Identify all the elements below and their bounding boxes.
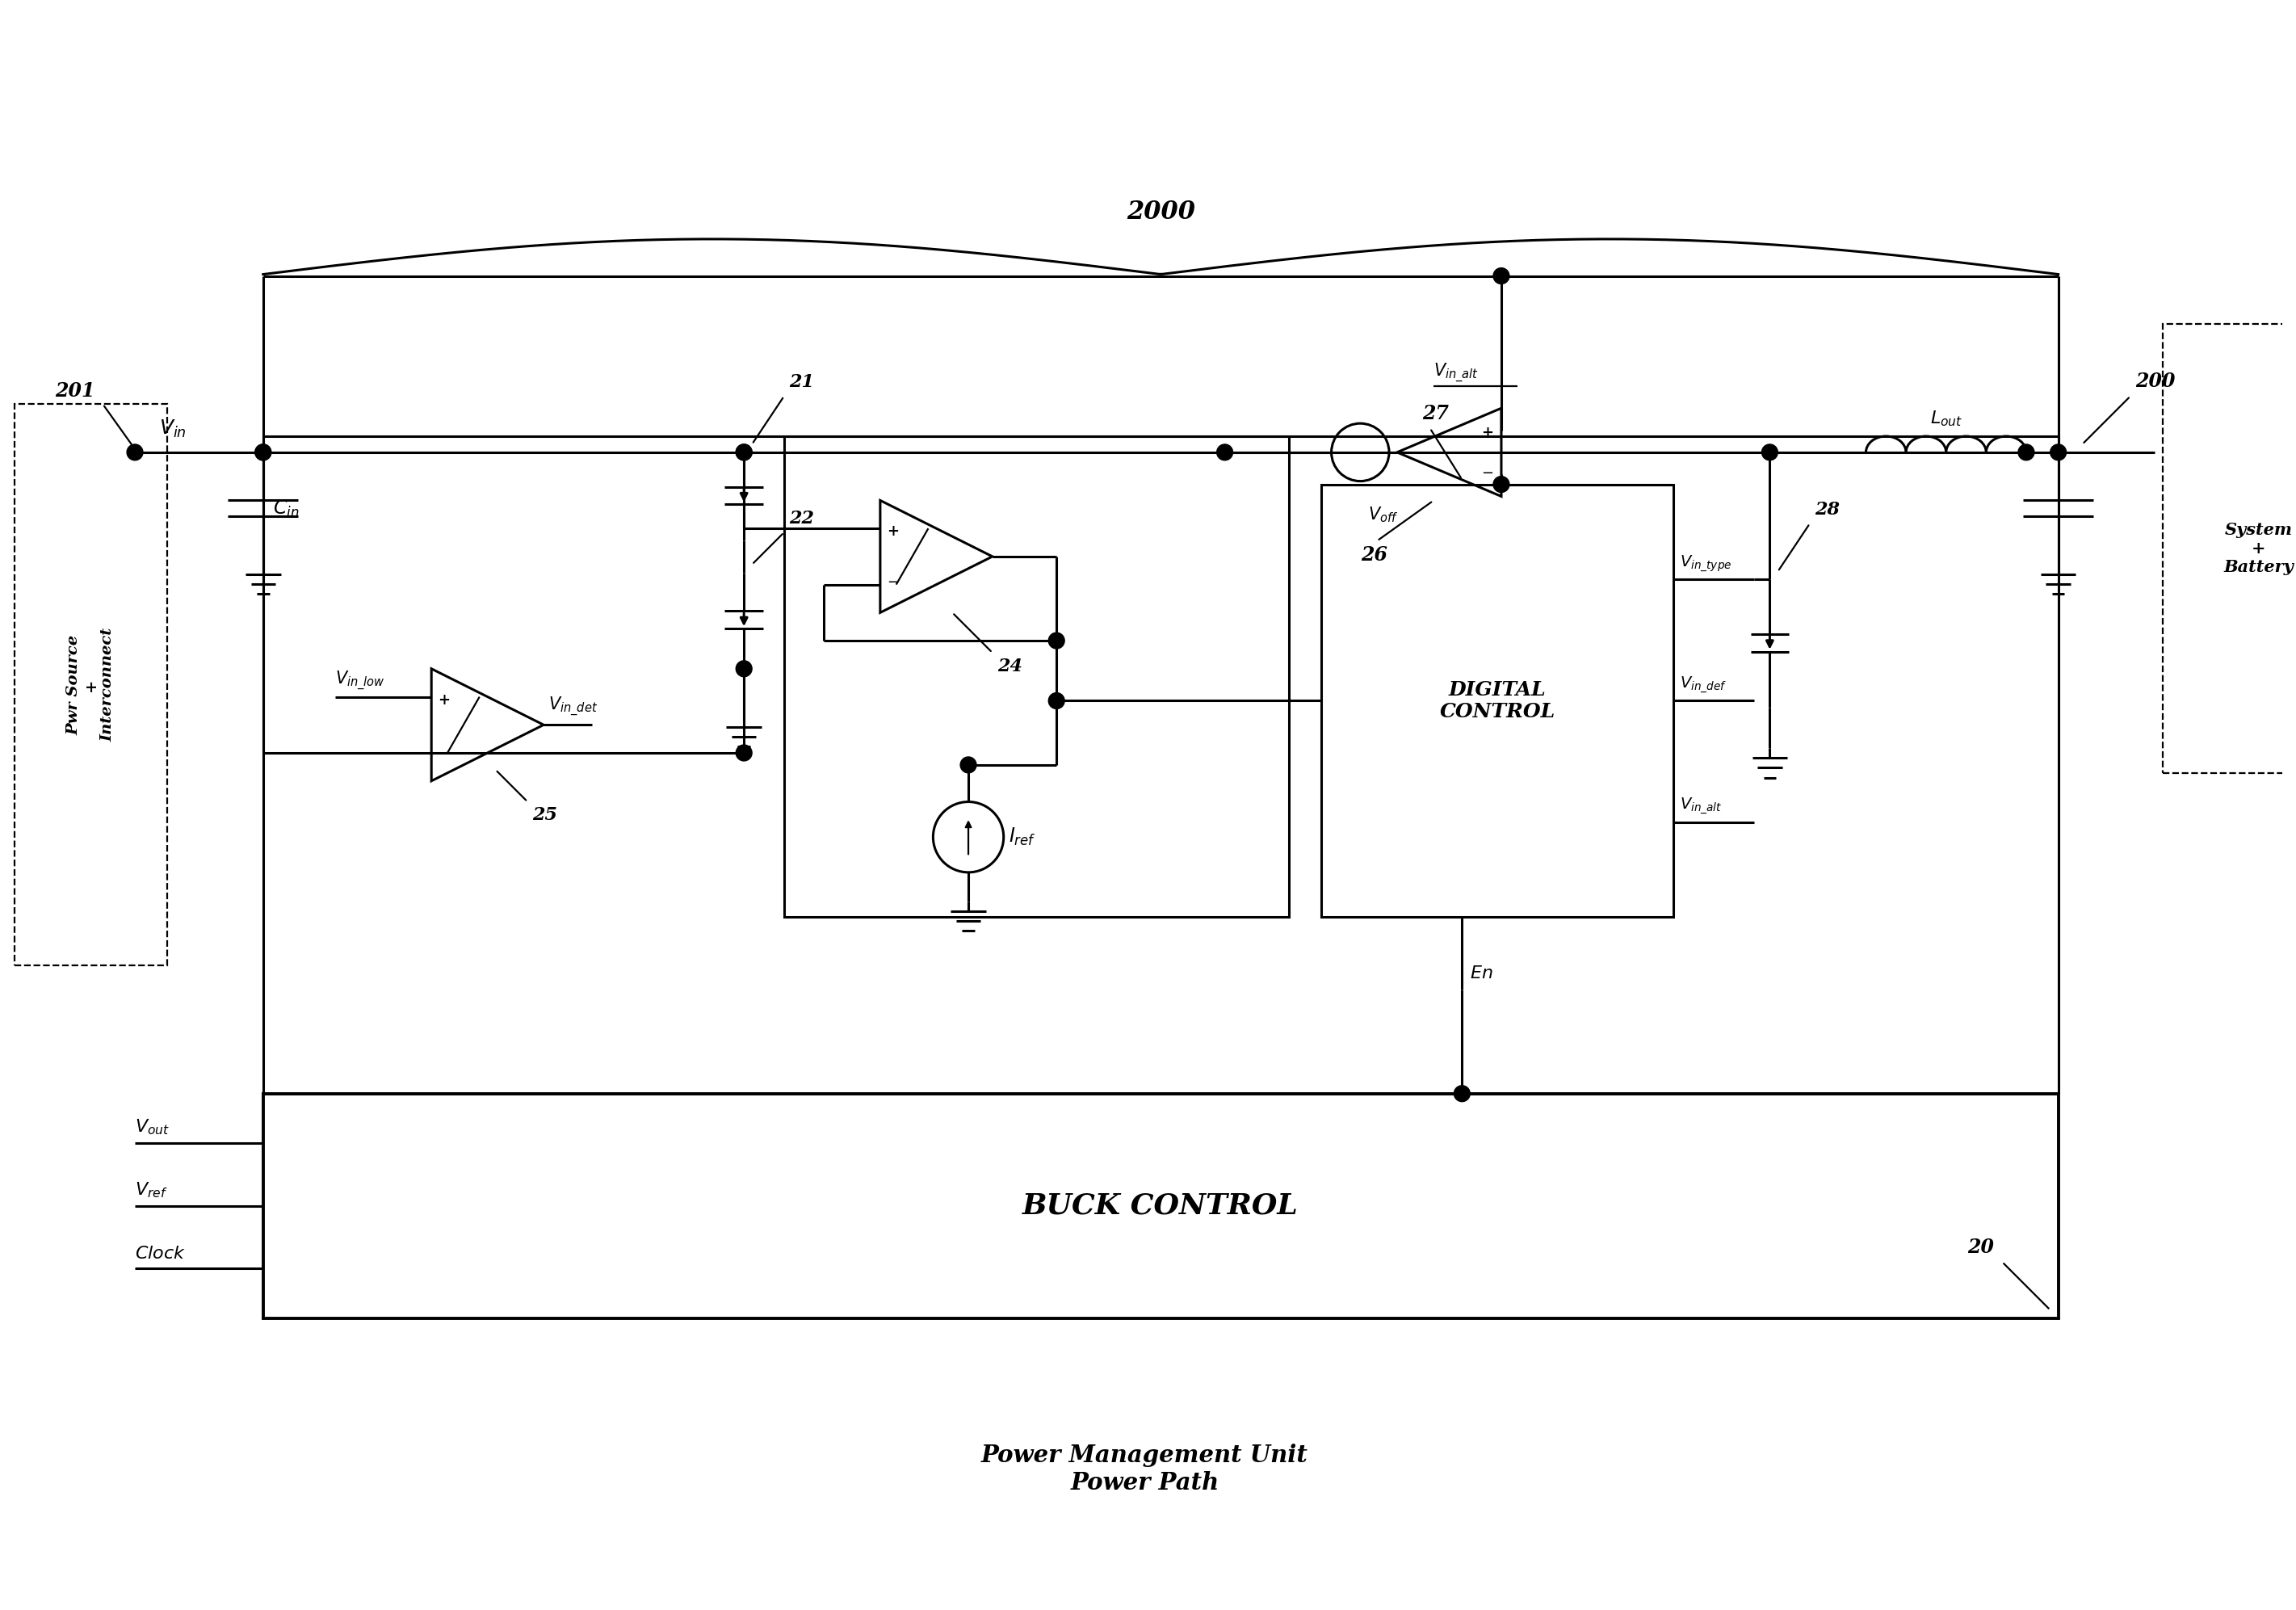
Text: 2000: 2000	[1127, 200, 1194, 225]
Text: $L_{out}$: $L_{out}$	[1929, 409, 1963, 428]
Circle shape	[1492, 477, 1508, 493]
Text: $V_{in\_alt}$: $V_{in\_alt}$	[1681, 795, 1722, 816]
Text: 27: 27	[1421, 404, 1449, 423]
Text: $En$: $En$	[1469, 964, 1492, 982]
Text: 26: 26	[1362, 546, 1387, 565]
Text: $V_{in\_low}$: $V_{in\_low}$	[335, 668, 386, 692]
Circle shape	[1761, 444, 1777, 460]
Text: BUCK CONTROL: BUCK CONTROL	[1022, 1191, 1300, 1219]
Text: +: +	[439, 692, 450, 707]
Circle shape	[255, 444, 271, 460]
Text: 22: 22	[790, 510, 813, 528]
Circle shape	[2050, 444, 2066, 460]
Circle shape	[255, 444, 271, 460]
Text: $V_{in\_alt}$: $V_{in\_alt}$	[1433, 361, 1479, 385]
Text: DIGITAL
CONTROL: DIGITAL CONTROL	[1440, 679, 1554, 721]
Text: $V_{ref}$: $V_{ref}$	[135, 1180, 168, 1199]
Text: Pwr Source
+
Interconnect: Pwr Source + Interconnect	[67, 628, 115, 742]
Text: +: +	[886, 525, 898, 539]
Text: 28: 28	[1814, 501, 1839, 518]
Circle shape	[126, 444, 142, 460]
Circle shape	[1492, 267, 1508, 283]
Text: $V_{out}$: $V_{out}$	[135, 1117, 170, 1137]
Text: $V_{in\_det}$: $V_{in\_det}$	[549, 696, 597, 718]
Text: $V_{in}$: $V_{in}$	[158, 419, 186, 440]
Text: 200: 200	[2135, 372, 2174, 391]
Text: $-$: $-$	[886, 573, 898, 588]
Text: 20: 20	[1968, 1238, 1995, 1257]
Circle shape	[960, 757, 976, 773]
Text: 25: 25	[533, 807, 558, 824]
Text: +: +	[1481, 425, 1492, 440]
Text: 24: 24	[996, 657, 1022, 675]
Circle shape	[2018, 444, 2034, 460]
Text: 21: 21	[790, 374, 813, 391]
Text: 201: 201	[55, 382, 94, 401]
Text: $Clock$: $Clock$	[135, 1245, 186, 1262]
Text: $V_{in\_def}$: $V_{in\_def}$	[1681, 675, 1727, 694]
Text: System
+
Battery: System + Battery	[2223, 522, 2294, 575]
Text: $V_{in\_type}$: $V_{in\_type}$	[1681, 554, 1731, 573]
Text: $V_{off}$: $V_{off}$	[1368, 506, 1398, 525]
Text: Power Management Unit
Power Path: Power Management Unit Power Path	[980, 1444, 1309, 1494]
Text: $-$: $-$	[1481, 464, 1492, 478]
Circle shape	[1217, 444, 1233, 460]
Circle shape	[737, 444, 753, 460]
Circle shape	[737, 444, 753, 460]
Circle shape	[737, 745, 753, 762]
Circle shape	[737, 660, 753, 676]
Circle shape	[1453, 1085, 1469, 1101]
Text: $C_{in}$: $C_{in}$	[273, 499, 298, 520]
Circle shape	[1049, 633, 1065, 649]
Circle shape	[1049, 692, 1065, 708]
Text: $I_{ref}$: $I_{ref}$	[1008, 826, 1035, 847]
